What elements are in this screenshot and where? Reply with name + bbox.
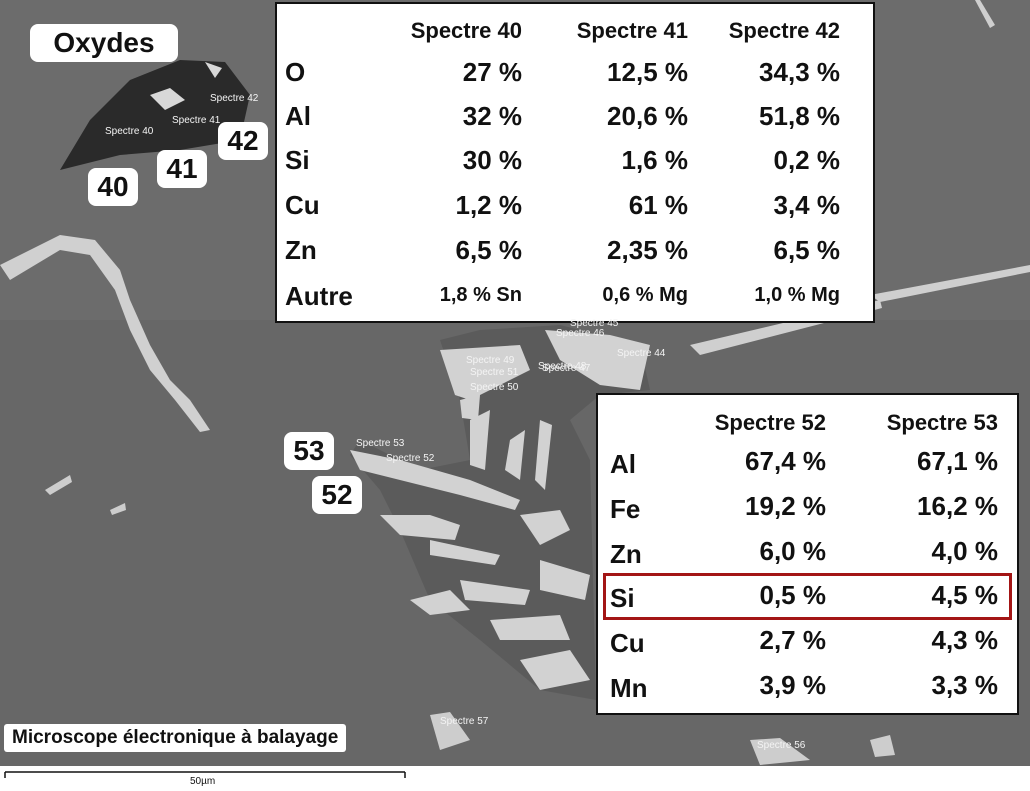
cell-value: 32 %	[462, 101, 522, 131]
spectrum-marker: 41	[157, 150, 207, 188]
cell-value: 3,4 %	[773, 190, 841, 220]
cell-value: 0,2 %	[773, 145, 841, 175]
cell-value: 6,0 %	[759, 536, 827, 566]
spectrum-label: Spectre 47	[542, 363, 591, 374]
spectrum-label: Spectre 41	[172, 115, 221, 126]
row-label: Al	[285, 101, 311, 131]
cell-value: 4,3 %	[931, 625, 999, 655]
row-label: Mn	[610, 673, 648, 703]
cell-value: 0,6 % Mg	[602, 284, 688, 306]
cell-value: 51,8 %	[759, 101, 840, 131]
cell-value: 4,0 %	[931, 536, 999, 566]
intermetallic-zone	[350, 325, 650, 700]
row-label: Zn	[285, 235, 317, 265]
row-label: Cu	[610, 628, 645, 658]
spectrum-label: Spectre 42	[210, 93, 259, 104]
oxide-particle	[60, 60, 250, 170]
row-label: Autre	[285, 281, 353, 311]
spectrum-marker: 40	[88, 168, 138, 206]
cell-value: 16,2 %	[917, 491, 998, 521]
cell-value: 3,9 %	[759, 670, 827, 700]
cell-value: 19,2 %	[745, 491, 826, 521]
cell-value: 12,5 %	[607, 57, 688, 87]
row-label: Fe	[610, 494, 641, 524]
spectrum-marker: 52	[312, 476, 362, 514]
cell-value: 0,5 %	[759, 580, 827, 610]
column-header: Spectre 41	[576, 18, 688, 43]
row-label: Si	[285, 145, 310, 175]
cell-value: 30 %	[462, 145, 522, 175]
oxide-label: Oxydes	[30, 24, 178, 62]
spectrum-marker: 42	[218, 122, 268, 160]
cell-value: 1,0 % Mg	[754, 284, 840, 306]
cell-value: 2,35 %	[607, 235, 688, 265]
cell-value: 6,5 %	[455, 235, 523, 265]
cell-value: 67,4 %	[745, 446, 826, 476]
spectrum-label: Spectre 48	[538, 361, 587, 372]
column-header: Spectre 42	[728, 18, 840, 43]
grain-boundary	[0, 235, 210, 432]
cell-value: 34,3 %	[759, 57, 840, 87]
spectrum-label: Spectre 52	[386, 453, 435, 464]
needle-phase	[975, 0, 995, 28]
spectrum-label: Spectre 46	[556, 328, 605, 339]
row-label: Al	[610, 449, 636, 479]
caption: Microscope électronique à balayage	[4, 724, 347, 752]
cell-value: 1,2 %	[455, 190, 523, 220]
cell-value: 27 %	[462, 57, 522, 87]
intermetallic-phase	[350, 330, 650, 690]
cell-value: 6,5 %	[773, 235, 841, 265]
table-intermetallics	[596, 393, 1019, 715]
row-label: O	[285, 57, 306, 87]
cell-value: 2,7 %	[759, 625, 827, 655]
cell-value: 20,6 %	[607, 101, 688, 131]
spectrum-marker: 53	[284, 432, 334, 470]
oxide-bright	[150, 62, 222, 110]
column-header: Spectre 40	[410, 18, 522, 43]
cell-value: 4,5 %	[931, 580, 999, 610]
cell-value: 61 %	[628, 190, 688, 220]
table-oxides	[275, 2, 875, 323]
spectrum-label: Spectre 40	[105, 126, 154, 137]
row-label: Cu	[285, 190, 320, 220]
spectrum-label: Spectre 45	[570, 318, 619, 329]
spectrum-label: Spectre 53	[356, 438, 405, 449]
row-label: Zn	[610, 539, 642, 569]
row-label: Si	[610, 583, 635, 613]
column-header: Spectre 53	[886, 410, 998, 435]
spectrum-label: Spectre 49	[466, 355, 515, 366]
scale-label: 50µm	[190, 776, 216, 787]
spectrum-label: Spectre 44	[617, 348, 666, 359]
highlight-row	[603, 573, 1012, 620]
spectrum-label: Spectre 50	[470, 382, 519, 393]
spectrum-label: Spectre 51	[470, 367, 519, 378]
cell-value: 3,3 %	[931, 670, 999, 700]
column-header: Spectre 52	[714, 410, 826, 435]
cell-value: 1,8 % Sn	[439, 284, 522, 306]
spectrum-label: Spectre 56	[757, 740, 806, 751]
spectrum-label: Spectre 57	[440, 716, 489, 727]
cell-value: 1,6 %	[621, 145, 689, 175]
cell-value: 67,1 %	[917, 446, 998, 476]
scale-strip	[0, 766, 1030, 791]
